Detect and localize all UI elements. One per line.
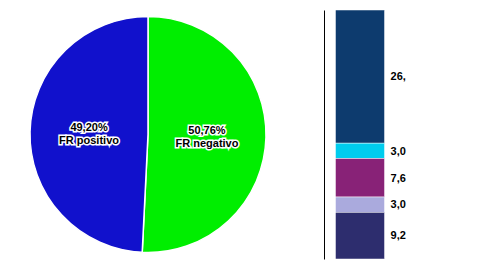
bar-segment [335,158,384,197]
bar-value-label: 9,2 [391,229,406,241]
bar-value-label: 3,0 [391,145,406,157]
pie-value-label: 50,76% [188,124,226,136]
pie-chart: 50,76%FR negativo 49,20%FR positivo [30,17,266,253]
pie-label: 50,76%FR negativo [176,124,239,149]
bar-labels: 26, 3,0 7,6 3,0 9,2 [391,70,406,241]
bars [335,10,384,259]
pie-slices [30,17,266,253]
pie-category-label: FR positivo [59,134,119,146]
bar-value-label: 3,0 [391,198,406,210]
pie-slice [142,17,266,253]
y-axis [324,11,325,260]
bar-segment [335,10,384,143]
pie-label: 49,20%FR positivo [59,121,119,146]
bar-segment [335,212,384,259]
bar-value-label: 7,6 [391,172,406,184]
pie-value-label: 49,20% [70,121,108,133]
chart-canvas: 50,76%FR negativo 49,20%FR positivo 26, 3,0… [0,0,495,269]
pie-category-label: FR negativo [176,137,239,149]
pie-labels: 50,76%FR negativo 49,20%FR positivo [59,121,239,149]
bar-segment [335,197,384,212]
y-axis-line [324,11,325,260]
pie-slice [30,17,148,253]
bar-value-label: 26, [391,70,406,82]
bar-segment [335,143,384,158]
